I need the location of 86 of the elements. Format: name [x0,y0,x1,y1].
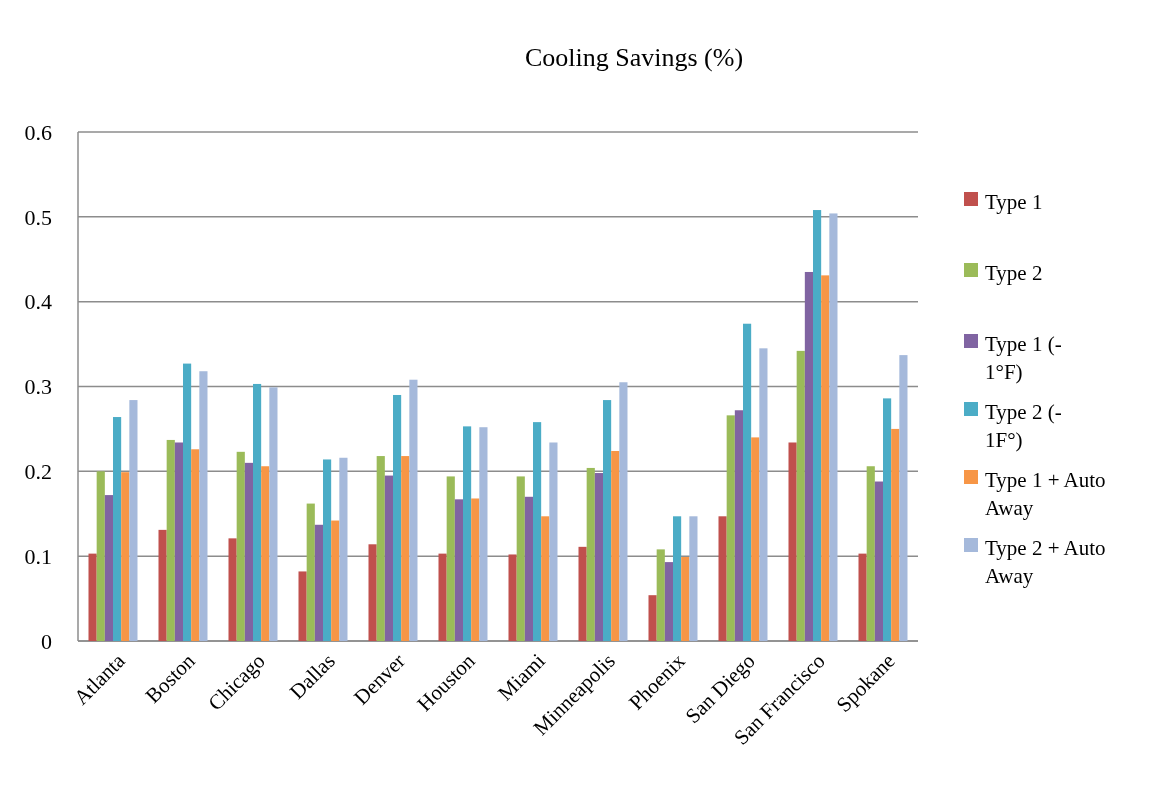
bar [899,355,908,641]
bar [611,450,620,641]
bar [298,571,307,641]
bar [454,499,463,641]
bar [883,398,892,641]
bar [471,498,480,641]
bar [331,520,340,641]
bar [438,553,447,641]
bar [524,496,533,641]
bar [648,595,657,641]
bar [804,271,813,641]
bar [166,439,175,641]
bar [619,382,628,641]
bar [446,476,455,641]
bar [104,495,113,641]
bar [183,363,192,641]
bar [734,410,743,641]
bar [96,471,105,641]
bar [479,427,488,641]
bar [158,529,167,641]
bar [603,400,612,641]
bar [549,442,558,641]
bar [121,472,130,641]
bar [339,457,348,641]
y-tick-label: 0.3 [24,374,52,400]
bar [228,538,237,641]
bar [393,394,402,641]
bar [244,462,253,641]
bar [681,557,690,641]
bar [306,503,315,641]
bar [508,554,517,641]
bar [578,546,587,641]
bar [376,456,385,641]
bar [409,379,418,641]
bar [384,475,393,641]
bar [323,459,332,641]
bar [743,323,752,641]
bar [253,383,262,641]
bar [829,213,838,641]
y-tick-label: 0 [41,628,52,654]
bar [533,422,542,641]
bar [718,516,727,641]
bar [891,428,900,641]
bar [368,544,377,641]
bar [129,400,138,641]
bar [594,473,603,641]
bar [689,516,698,641]
bar [269,387,278,641]
bar [796,350,805,641]
bar [88,553,97,641]
bar [751,437,760,641]
bar [541,516,550,641]
chart-title: Cooling Savings (%) [524,43,744,72]
y-tick-label: 0.1 [24,543,52,569]
legend-label: Type 2 (- 1F°) [985,400,1062,452]
bar [174,442,183,641]
bar [236,451,245,641]
bar [874,481,883,641]
bar [261,466,270,641]
bar [463,426,472,641]
bar [656,549,665,641]
bar [191,449,200,641]
legend-label: Type 1 + Auto Away [985,468,1106,520]
bar [401,456,410,641]
bar [113,417,122,641]
bar [726,415,735,641]
legend-label: Type 2 + Auto Away [985,536,1106,588]
y-tick-label: 0.5 [24,204,52,230]
bar [858,553,867,641]
bar [586,467,595,641]
bar [788,442,797,641]
y-tick-label: 0.6 [24,119,52,145]
legend-label: Type 1 [985,190,1043,215]
bar [516,476,525,641]
bar [821,275,830,641]
bar [199,371,208,641]
bar [314,524,323,641]
bar [673,516,682,641]
bar [866,466,875,641]
bar [759,348,768,641]
legend-label: Type 1 (- 1°F) [985,332,1062,384]
y-tick-label: 0.2 [24,459,52,485]
legend-label: Type 2 [985,261,1043,286]
y-tick-label: 0.4 [24,289,52,315]
bar [813,210,822,641]
bar [664,562,673,641]
